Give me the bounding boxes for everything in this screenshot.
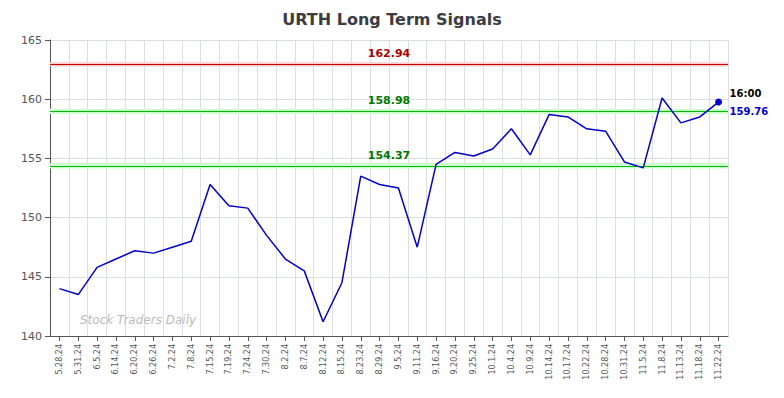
svg-text:6.5.24: 6.5.24: [93, 344, 102, 369]
svg-text:154.37: 154.37: [368, 149, 410, 162]
svg-text:140: 140: [21, 330, 42, 343]
svg-text:162.94: 162.94: [368, 47, 411, 60]
svg-text:11.5.24: 11.5.24: [639, 344, 648, 375]
svg-text:159.76: 159.76: [730, 106, 769, 117]
svg-text:URTH Long Term Signals: URTH Long Term Signals: [282, 10, 502, 29]
svg-text:165: 165: [21, 34, 42, 47]
svg-text:155: 155: [21, 152, 42, 165]
svg-text:6.14.24: 6.14.24: [111, 344, 120, 375]
svg-text:Stock Traders Daily: Stock Traders Daily: [80, 313, 197, 327]
svg-text:16:00: 16:00: [730, 88, 762, 99]
svg-text:9.25.24: 9.25.24: [469, 344, 478, 375]
svg-text:7.24.24: 7.24.24: [243, 344, 252, 375]
svg-text:9.16.24: 9.16.24: [432, 344, 441, 375]
svg-text:5.28.24: 5.28.24: [55, 344, 64, 375]
svg-text:11.18.24: 11.18.24: [695, 344, 704, 380]
svg-text:6.20.24: 6.20.24: [130, 344, 139, 375]
svg-text:10.31.24: 10.31.24: [620, 344, 629, 380]
svg-text:10.9.24: 10.9.24: [526, 344, 535, 375]
svg-text:7.19.24: 7.19.24: [224, 344, 233, 375]
svg-text:9.5.24: 9.5.24: [394, 344, 403, 369]
svg-text:5.31.24: 5.31.24: [74, 344, 83, 375]
svg-text:10.28.24: 10.28.24: [601, 344, 610, 380]
svg-text:11.22.24: 11.22.24: [714, 344, 723, 380]
svg-text:10.4.24: 10.4.24: [507, 344, 516, 375]
svg-text:7.2.24: 7.2.24: [168, 344, 177, 369]
svg-text:158.98: 158.98: [368, 94, 410, 107]
svg-text:150: 150: [21, 211, 42, 224]
svg-text:11.8.24: 11.8.24: [658, 344, 667, 375]
svg-text:11.13.24: 11.13.24: [676, 344, 685, 380]
svg-text:8.15.24: 8.15.24: [337, 344, 346, 375]
svg-text:10.22.24: 10.22.24: [582, 344, 591, 380]
svg-text:10.14.24: 10.14.24: [545, 344, 554, 380]
svg-text:145: 145: [21, 270, 42, 283]
svg-text:8.29.24: 8.29.24: [375, 344, 384, 375]
svg-text:10.17.24: 10.17.24: [563, 344, 572, 380]
svg-text:10.1.24: 10.1.24: [488, 344, 497, 375]
svg-text:7.30.24: 7.30.24: [262, 344, 271, 375]
svg-text:6.26.24: 6.26.24: [149, 344, 158, 375]
svg-text:8.12.24: 8.12.24: [319, 344, 328, 375]
svg-text:8.2.24: 8.2.24: [281, 344, 290, 369]
svg-text:160: 160: [21, 93, 42, 106]
svg-text:9.11.24: 9.11.24: [413, 344, 422, 375]
svg-text:9.20.24: 9.20.24: [450, 344, 459, 375]
svg-text:7.15.24: 7.15.24: [206, 344, 215, 375]
svg-text:8.7.24: 8.7.24: [300, 344, 309, 369]
svg-text:8.23.24: 8.23.24: [356, 344, 365, 375]
svg-text:7.8.24: 7.8.24: [187, 344, 196, 369]
